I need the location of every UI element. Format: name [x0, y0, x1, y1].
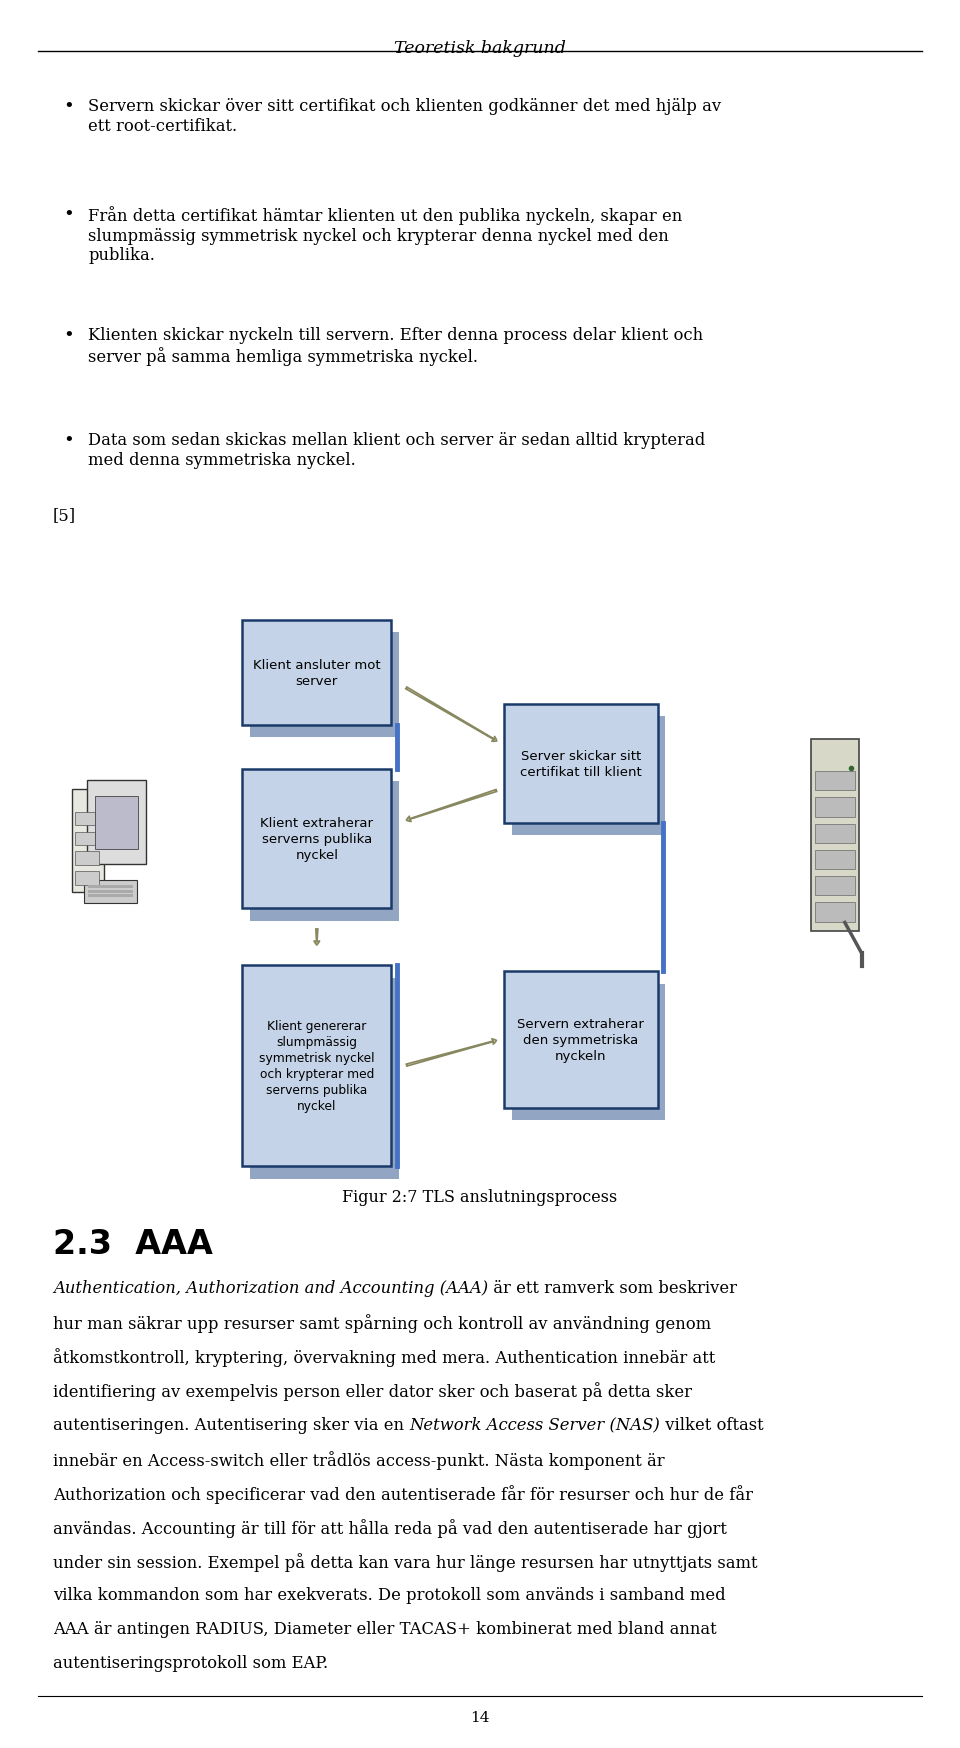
- Text: under sin session. Exempel på detta kan vara hur länge resursen har utnyttjats s: under sin session. Exempel på detta kan …: [53, 1552, 757, 1571]
- Text: Klient ansluter mot
server: Klient ansluter mot server: [253, 659, 380, 687]
- Text: användas. Accounting är till för att hålla reda på vad den autentiserade har gjo: användas. Accounting är till för att hål…: [53, 1517, 727, 1536]
- Text: Authentication, Authorization and Accounting (AAA): Authentication, Authorization and Accoun…: [53, 1280, 488, 1297]
- FancyBboxPatch shape: [512, 717, 665, 836]
- FancyBboxPatch shape: [75, 832, 99, 846]
- Text: vilka kommandon som har exekverats. De protokoll som används i samband med: vilka kommandon som har exekverats. De p…: [53, 1587, 726, 1603]
- FancyBboxPatch shape: [242, 769, 392, 909]
- Text: Från detta certifikat hämtar klienten ut den publika nyckeln, skapar en
slumpmäs: Från detta certifikat hämtar klienten ut…: [88, 206, 683, 264]
- FancyBboxPatch shape: [75, 813, 99, 825]
- FancyBboxPatch shape: [88, 890, 132, 893]
- Text: Server skickar sitt
certifikat till klient: Server skickar sitt certifikat till klie…: [520, 750, 641, 778]
- Text: Klienten skickar nyckeln till servern. Efter denna process delar klient och
serv: Klienten skickar nyckeln till servern. E…: [88, 327, 704, 365]
- Text: Klient genererar
slumpmässig
symmetrisk nyckel
och krypterar med
serverns publik: Klient genererar slumpmässig symmetrisk …: [259, 1019, 374, 1113]
- FancyBboxPatch shape: [811, 739, 859, 932]
- Text: är ett ramverk som beskriver: är ett ramverk som beskriver: [488, 1280, 737, 1297]
- FancyBboxPatch shape: [87, 781, 146, 865]
- Text: Klient extraherar
serverns publika
nyckel: Klient extraherar serverns publika nycke…: [260, 816, 373, 862]
- Text: •: •: [63, 432, 75, 449]
- Text: •: •: [63, 327, 75, 344]
- FancyBboxPatch shape: [250, 781, 399, 921]
- Text: Data som sedan skickas mellan klient och server är sedan alltid krypterad
med de: Data som sedan skickas mellan klient och…: [88, 432, 706, 468]
- Text: 14: 14: [470, 1710, 490, 1724]
- FancyBboxPatch shape: [84, 879, 136, 904]
- Text: hur man säkrar upp resurser samt spårning och kontroll av användning genom: hur man säkrar upp resurser samt spårnin…: [53, 1314, 711, 1332]
- FancyBboxPatch shape: [75, 851, 99, 865]
- FancyBboxPatch shape: [815, 877, 855, 895]
- FancyBboxPatch shape: [504, 972, 658, 1108]
- Text: åtkomstkontroll, kryptering, övervakning med mera. Authentication innebär att: åtkomstkontroll, kryptering, övervakning…: [53, 1348, 715, 1367]
- Text: vilket oftast: vilket oftast: [660, 1416, 763, 1433]
- FancyBboxPatch shape: [75, 872, 99, 884]
- Text: Authorization och specificerar vad den autentiserade får för resurser och hur de: Authorization och specificerar vad den a…: [53, 1484, 753, 1503]
- FancyBboxPatch shape: [815, 773, 855, 790]
- FancyBboxPatch shape: [504, 704, 658, 823]
- Text: Servern extraherar
den symmetriska
nyckeln: Servern extraherar den symmetriska nycke…: [517, 1017, 644, 1063]
- Text: Teoretisk bakgrund: Teoretisk bakgrund: [394, 40, 566, 58]
- Text: Figur 2:7 TLS anslutningsprocess: Figur 2:7 TLS anslutningsprocess: [343, 1189, 617, 1206]
- Text: Network Access Server (NAS): Network Access Server (NAS): [409, 1416, 660, 1433]
- FancyBboxPatch shape: [815, 902, 855, 923]
- FancyBboxPatch shape: [250, 633, 399, 738]
- FancyBboxPatch shape: [72, 790, 105, 891]
- FancyBboxPatch shape: [242, 965, 392, 1168]
- Text: 2.3  AAA: 2.3 AAA: [53, 1227, 213, 1260]
- FancyBboxPatch shape: [512, 984, 665, 1120]
- Text: [5]: [5]: [53, 507, 76, 524]
- Text: autentiseringsprotokoll som EAP.: autentiseringsprotokoll som EAP.: [53, 1654, 328, 1671]
- Text: Servern skickar över sitt certifikat och klienten godkänner det med hjälp av
ett: Servern skickar över sitt certifikat och…: [88, 98, 722, 135]
- FancyBboxPatch shape: [815, 825, 855, 844]
- FancyBboxPatch shape: [88, 886, 132, 888]
- Text: •: •: [63, 98, 75, 115]
- Text: •: •: [63, 206, 75, 224]
- Text: identifiering av exempelvis person eller dator sker och baserat på detta sker: identifiering av exempelvis person eller…: [53, 1381, 692, 1400]
- FancyBboxPatch shape: [242, 621, 392, 725]
- FancyBboxPatch shape: [95, 795, 138, 850]
- Text: autentiseringen. Autentisering sker via en: autentiseringen. Autentisering sker via …: [53, 1416, 409, 1433]
- FancyBboxPatch shape: [88, 895, 132, 897]
- FancyBboxPatch shape: [250, 977, 399, 1178]
- Text: AAA är antingen RADIUS, Diameter eller TACAS+ kombinerat med bland annat: AAA är antingen RADIUS, Diameter eller T…: [53, 1620, 716, 1638]
- Text: innebär en Access-switch eller trådlös access-punkt. Nästa komponent är: innebär en Access-switch eller trådlös a…: [53, 1449, 664, 1468]
- FancyBboxPatch shape: [815, 851, 855, 871]
- FancyBboxPatch shape: [815, 797, 855, 818]
